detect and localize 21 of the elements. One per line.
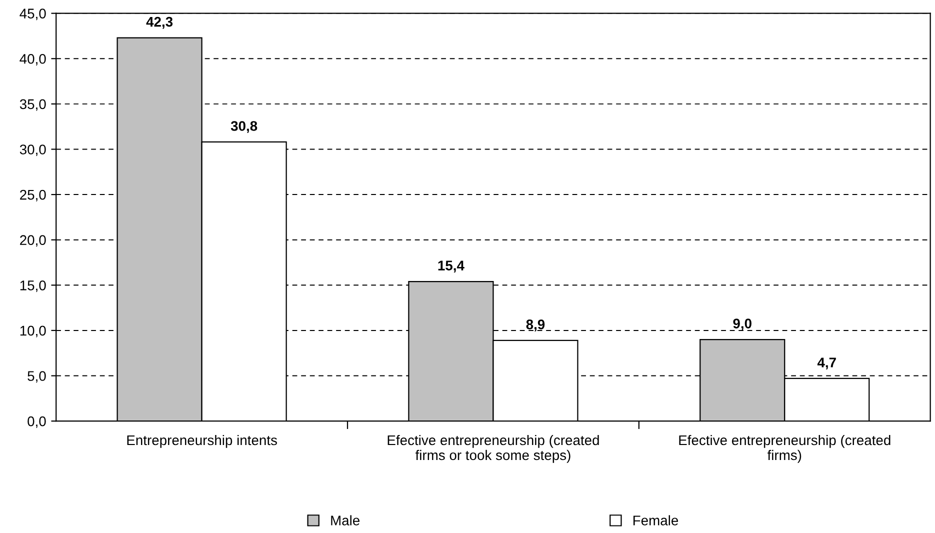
y-tick-label: 10,0	[20, 326, 46, 338]
x-tick-label: Efective entrepreneurship (created firms)	[679, 434, 890, 463]
y-tick-label: 20,0	[20, 235, 46, 247]
x-tick-label: Efective entrepreneurship (created firms or took some steps)	[388, 434, 599, 463]
y-tick-label: 35,0	[20, 99, 46, 111]
y-tick-label: 15,0	[20, 280, 46, 292]
y-tick-label: 0,0	[28, 416, 46, 428]
legend-label: Male	[331, 515, 360, 526]
data-label: 9,0	[733, 318, 752, 330]
data-label: 4,7	[817, 358, 836, 370]
y-tick-label: 40,0	[20, 54, 46, 66]
y-tick-label: 5,0	[28, 371, 46, 383]
y-tick-label: 30,0	[20, 144, 46, 156]
y-tick-label: 25,0	[20, 190, 46, 202]
data-label: 30,8	[230, 121, 258, 133]
data-label: 42,3	[146, 16, 173, 29]
data-label: 8,9	[526, 320, 545, 332]
legend-label: Female	[633, 515, 678, 526]
x-tick-label: Entrepreneurship intents	[127, 434, 277, 448]
y-tick-label: 45,0	[20, 8, 46, 20]
data-label: 15,4	[438, 260, 464, 272]
